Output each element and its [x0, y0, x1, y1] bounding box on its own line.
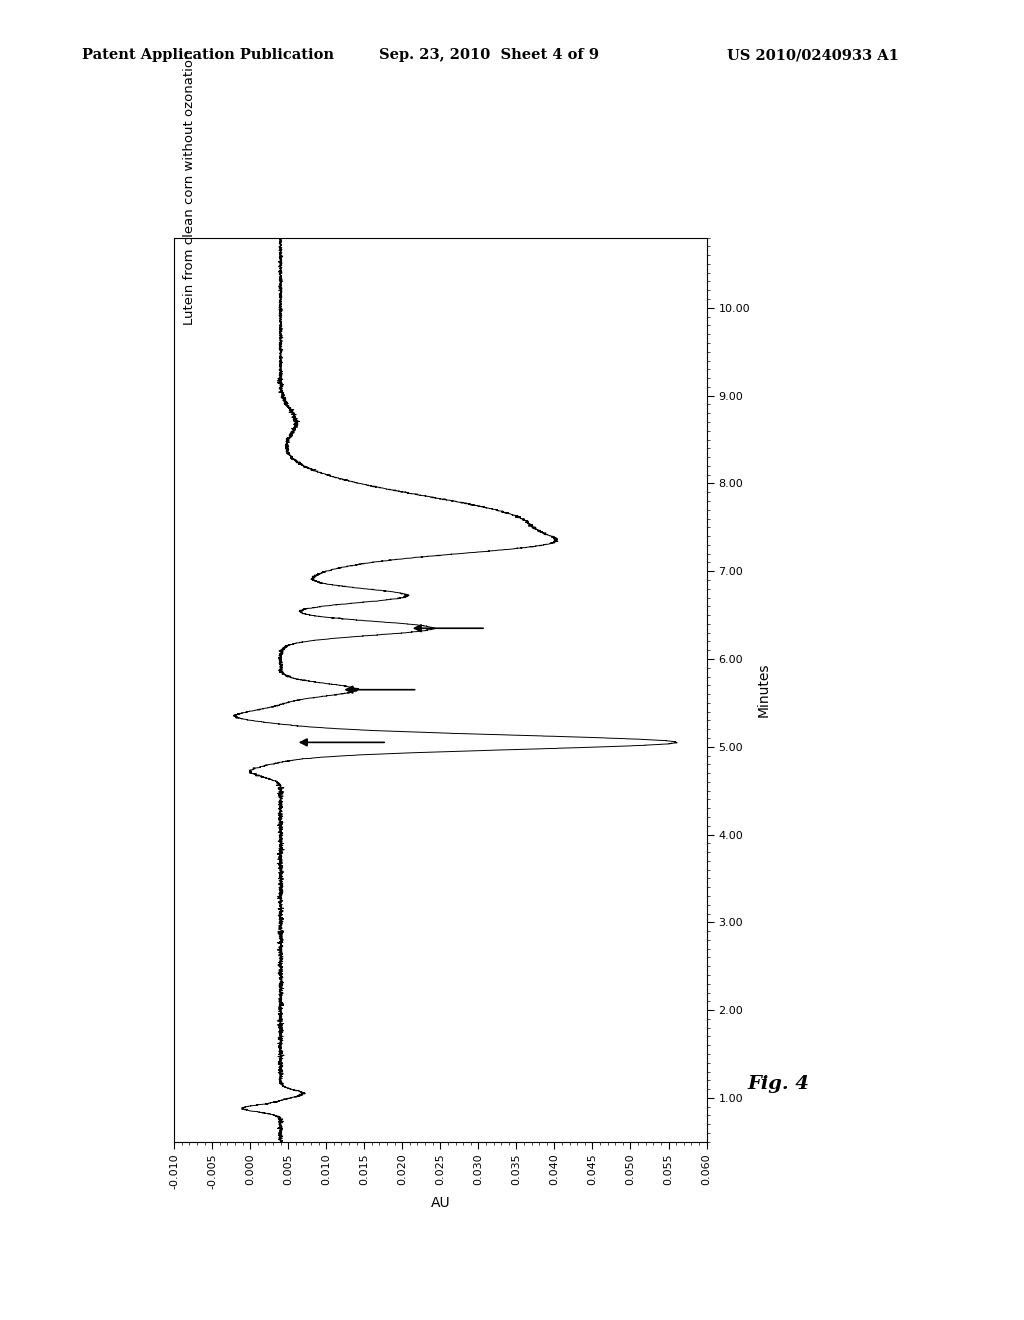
Y-axis label: Minutes: Minutes — [757, 663, 771, 717]
Text: US 2010/0240933 A1: US 2010/0240933 A1 — [727, 49, 899, 62]
Text: Patent Application Publication: Patent Application Publication — [82, 49, 334, 62]
Text: Fig. 4: Fig. 4 — [748, 1074, 810, 1093]
X-axis label: AU: AU — [430, 1196, 451, 1210]
Text: Lutein from clean corn without ozonation: Lutein from clean corn without ozonation — [183, 51, 196, 326]
Text: Sep. 23, 2010  Sheet 4 of 9: Sep. 23, 2010 Sheet 4 of 9 — [379, 49, 599, 62]
